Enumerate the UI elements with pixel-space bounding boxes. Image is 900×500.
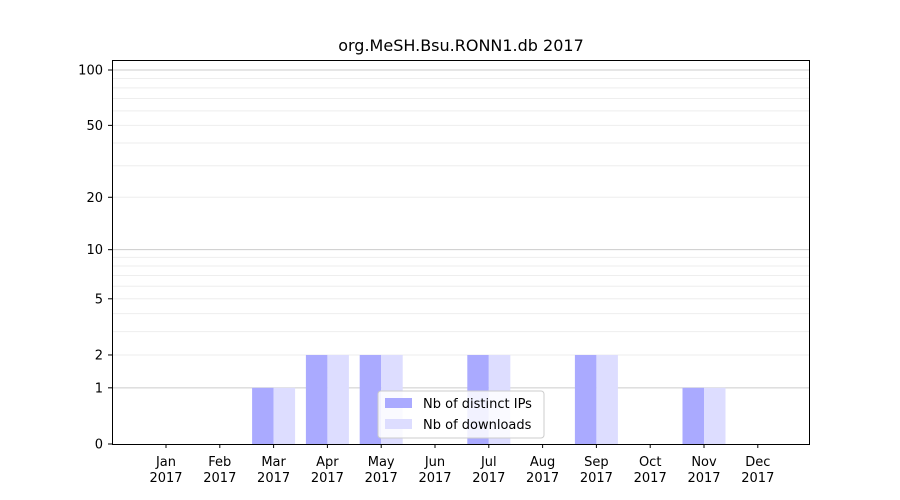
x-tick-label: Jul 2017 [472,455,505,486]
x-tick-label: Oct 2017 [634,455,667,486]
x-tick-label: May 2017 [365,455,398,486]
bar-distinct-ips [252,387,274,444]
legend: Nb of distinct IPs Nb of downloads [377,390,545,439]
chart-title: org.MeSH.Bsu.RONN1.db 2017 [338,36,584,55]
legend-swatch [385,419,412,429]
x-axis: Jan 2017 Feb 2017 Mar 2017 Apr 2017 May 2017 Jun 20… [149,444,774,486]
x-tick-label: Nov 2017 [687,455,720,486]
x-tick-label: Jun 2017 [418,455,451,486]
legend-label: Nb of downloads [423,418,532,433]
x-tick-label: Apr 2017 [311,455,344,486]
y-tick-label: 0 [95,438,103,453]
x-tick-label: Mar 2017 [257,455,290,486]
x-tick-label: Feb 2017 [203,455,236,486]
x-tick-label: Dec 2017 [741,455,774,486]
y-tick-label: 10 [86,243,103,258]
legend-label: Nb of distinct IPs [423,397,532,412]
bar-distinct-ips [574,354,597,444]
legend-box [377,390,545,439]
bar-downloads [327,354,349,444]
y-tick-label: 20 [86,191,103,206]
plot-frame [112,60,810,445]
x-tick-label: Sep 2017 [580,455,613,486]
y-tick-label: 1 [95,381,103,396]
legend-swatch [385,398,412,408]
bar-downloads [704,387,726,444]
bar-downloads [596,354,618,444]
bar-distinct-ips [305,354,328,444]
y-tick-label: 100 [78,64,103,79]
x-tick-label: Aug 2017 [526,455,559,486]
y-tick-label: 2 [95,348,103,363]
y-tick-label: 5 [95,292,103,307]
bar-distinct-ips [359,354,382,444]
x-tick-label: Jan 2017 [149,455,182,486]
grid-layer [112,69,809,389]
y-axis: 0 1 2 5 10 20 50 100 [78,64,112,453]
bar-distinct-ips [682,387,704,444]
bar-downloads [273,387,296,444]
y-tick-label: 50 [86,119,103,134]
